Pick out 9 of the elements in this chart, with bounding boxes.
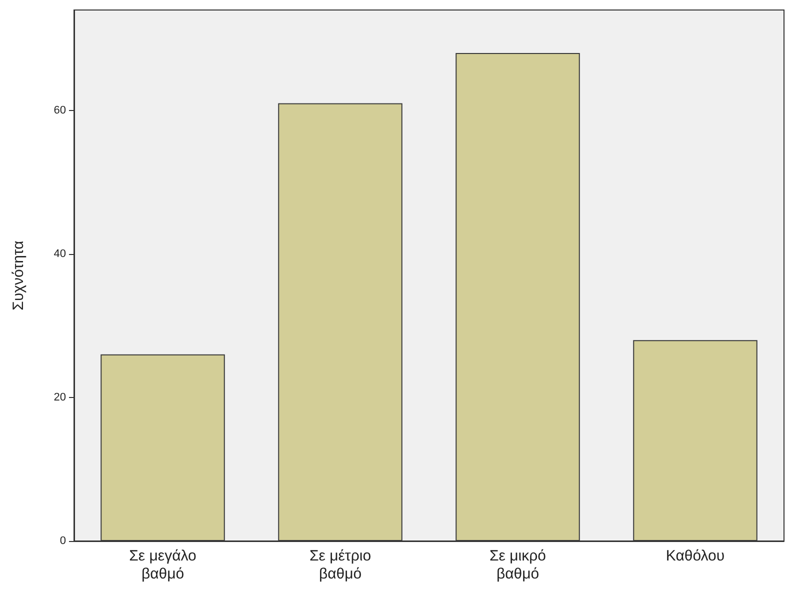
x-tick-label: Καθόλου [666,548,725,564]
x-tick-label: Σε μεγάλο βαθμό [129,548,196,582]
y-axis-title: Συχνότητα [10,240,27,310]
y-tick-label: 40 [54,248,66,260]
x-tick-label: Σε μέτριο βαθμό [309,548,372,582]
x-tick-label: Σε μικρό βαθμό [490,548,546,582]
y-tick-label: 0 [60,535,66,547]
y-tick-label: 60 [54,104,66,116]
y-tick-label: 20 [54,391,66,404]
